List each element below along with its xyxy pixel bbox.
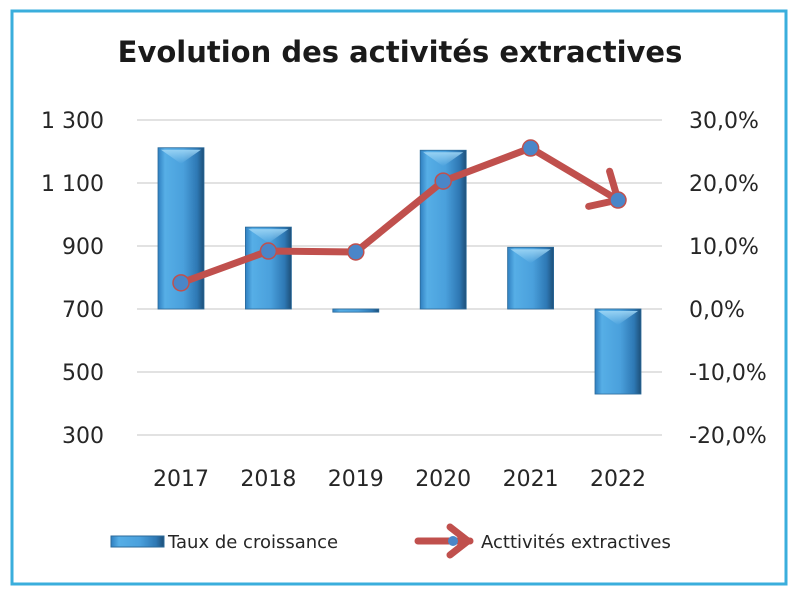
right-tick-label: -10,0% bbox=[689, 361, 767, 386]
x-axis: 2017 2018 2019 2020 2021 2022 bbox=[153, 467, 646, 492]
bar bbox=[594, 308, 642, 395]
line-point bbox=[259, 242, 278, 260]
left-tick-label: 300 bbox=[62, 424, 104, 449]
bar bbox=[507, 246, 555, 310]
legend-line-label: Acttivités extractives bbox=[481, 532, 671, 553]
line-point bbox=[521, 139, 540, 157]
left-axis: 1 300 1 100 900 700 500 300 bbox=[41, 109, 104, 449]
line-path bbox=[177, 144, 622, 287]
legend-item-bar: Taux de croissance bbox=[110, 532, 338, 553]
bar-body bbox=[332, 308, 380, 313]
left-tick-label: 1 300 bbox=[41, 109, 104, 134]
right-tick-label: 10,0% bbox=[689, 235, 759, 260]
right-tick-label: 30,0% bbox=[689, 109, 759, 134]
x-tick-label: 2020 bbox=[415, 467, 471, 492]
line-point bbox=[434, 172, 452, 190]
x-tick-label: 2019 bbox=[328, 467, 384, 492]
line-point bbox=[609, 191, 627, 209]
left-tick-label: 1 100 bbox=[41, 172, 104, 197]
x-tick-label: 2017 bbox=[153, 467, 209, 492]
legend-line-marker bbox=[448, 536, 458, 546]
bar bbox=[332, 308, 380, 313]
x-tick-label: 2021 bbox=[503, 467, 559, 492]
right-tick-label: -20,0% bbox=[689, 424, 767, 449]
legend-arrow-head bbox=[446, 523, 472, 559]
right-axis: 30,0% 20,0% 10,0% 0,0% -10,0% -20,0% bbox=[689, 109, 767, 449]
right-tick-label: 0,0% bbox=[689, 298, 745, 323]
line-series bbox=[172, 139, 627, 292]
x-tick-label: 2022 bbox=[590, 467, 646, 492]
bar bbox=[244, 226, 292, 310]
left-tick-label: 700 bbox=[62, 298, 104, 323]
legend-item-line: Acttivités extractives bbox=[414, 523, 671, 559]
left-tick-label: 500 bbox=[62, 361, 104, 386]
left-tick-label: 900 bbox=[62, 235, 104, 260]
bar-highlight bbox=[598, 311, 638, 325]
legend-bar-swatch bbox=[110, 535, 165, 548]
line-point bbox=[172, 274, 190, 292]
legend-bar-label: Taux de croissance bbox=[167, 532, 338, 553]
bar-highlight bbox=[423, 152, 464, 167]
chart-border bbox=[10, 9, 788, 586]
bar-highlight bbox=[161, 149, 201, 164]
chart-title: Evolution des activités extractives bbox=[118, 35, 683, 69]
bar-highlight bbox=[510, 249, 551, 264]
right-tick-label: 20,0% bbox=[689, 172, 759, 197]
line-point bbox=[347, 243, 365, 261]
gridlines bbox=[137, 119, 662, 436]
bar-highlight bbox=[248, 229, 289, 244]
x-tick-label: 2018 bbox=[240, 467, 296, 492]
legend: Taux de croissance Acttivités extractive… bbox=[110, 523, 671, 559]
